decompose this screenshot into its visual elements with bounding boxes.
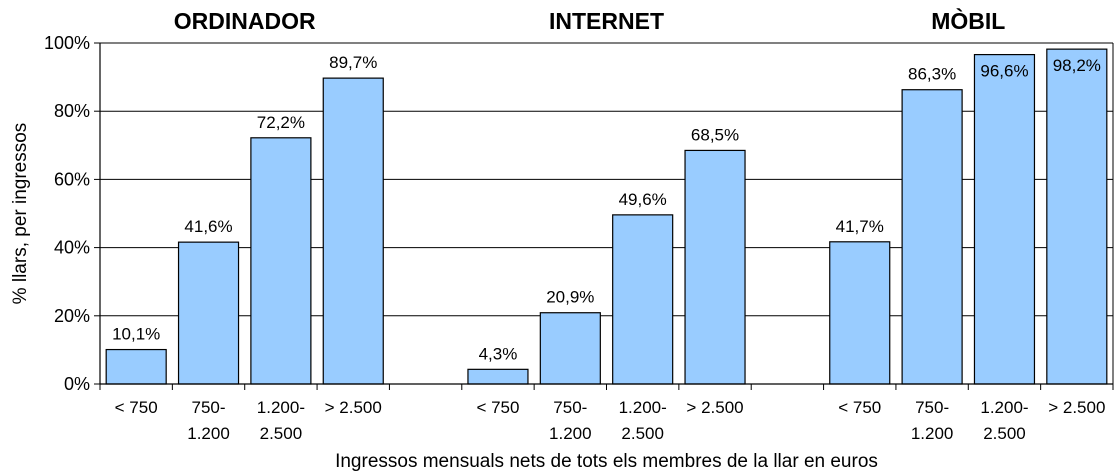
x-tick-label: < 750 (115, 398, 158, 417)
x-tick-label: > 2.500 (325, 398, 382, 417)
group-title: INTERNET (549, 8, 664, 34)
x-tick-label: 1.200 (187, 424, 230, 443)
data-label: 86,3% (908, 65, 956, 84)
x-tick-label: < 750 (476, 398, 519, 417)
x-tick-label: 1.200 (911, 424, 954, 443)
data-label: 96,6% (980, 62, 1028, 81)
bar (974, 55, 1034, 384)
x-tick-label: > 2.500 (1048, 398, 1105, 417)
x-tick-label: 2.500 (621, 424, 664, 443)
bar (468, 369, 528, 384)
x-tick-label: < 750 (838, 398, 881, 417)
data-label: 41,6% (184, 217, 232, 236)
bar (902, 90, 962, 384)
group-titles-layer: ORDINADOR INTERNET MÒBIL (174, 7, 1006, 34)
x-tick-label: 1.200- (980, 398, 1028, 417)
x-axis-label: Ingressos mensuals nets de tots els memb… (335, 451, 878, 472)
bar (1047, 49, 1107, 384)
data-label: 89,7% (329, 53, 377, 72)
bars-layer (106, 49, 1107, 384)
data-label: 4,3% (479, 344, 518, 363)
data-label: 20,9% (546, 288, 594, 307)
bar (251, 138, 311, 384)
data-label: 10,1% (112, 325, 160, 344)
y-tick-label: 40% (54, 238, 90, 258)
data-label: 68,5% (691, 125, 739, 144)
bar (106, 350, 166, 384)
bar (179, 242, 239, 384)
x-tick-label: 750- (192, 398, 226, 417)
x-tick-label: 2.500 (260, 424, 303, 443)
bar (830, 242, 890, 384)
x-tick-label: 1.200- (257, 398, 305, 417)
data-label: 41,7% (836, 217, 884, 236)
x-tick-label: > 2.500 (686, 398, 743, 417)
y-tick-label: 0% (64, 374, 90, 394)
data-label: 49,6% (619, 190, 667, 209)
group-title: MÒBIL (931, 7, 1005, 34)
bar (540, 313, 600, 384)
data-label: 98,2% (1053, 56, 1101, 75)
y-axis-label: % llars, per ingressos (10, 123, 31, 305)
bar (323, 78, 383, 384)
y-tick-label: 100% (44, 33, 90, 53)
x-tick-label: 1.200 (549, 424, 592, 443)
x-tick-label: 2.500 (983, 424, 1026, 443)
x-tick-label: 750- (915, 398, 949, 417)
x-tick-label: 1.200- (619, 398, 667, 417)
bar (685, 150, 745, 384)
y-tick-label: 20% (54, 306, 90, 326)
bar (613, 215, 673, 384)
group-title: ORDINADOR (174, 8, 316, 34)
x-tick-label: 750- (553, 398, 587, 417)
data-label: 72,2% (257, 113, 305, 132)
y-tick-label: 60% (54, 169, 90, 189)
y-tick-label: 80% (54, 101, 90, 121)
